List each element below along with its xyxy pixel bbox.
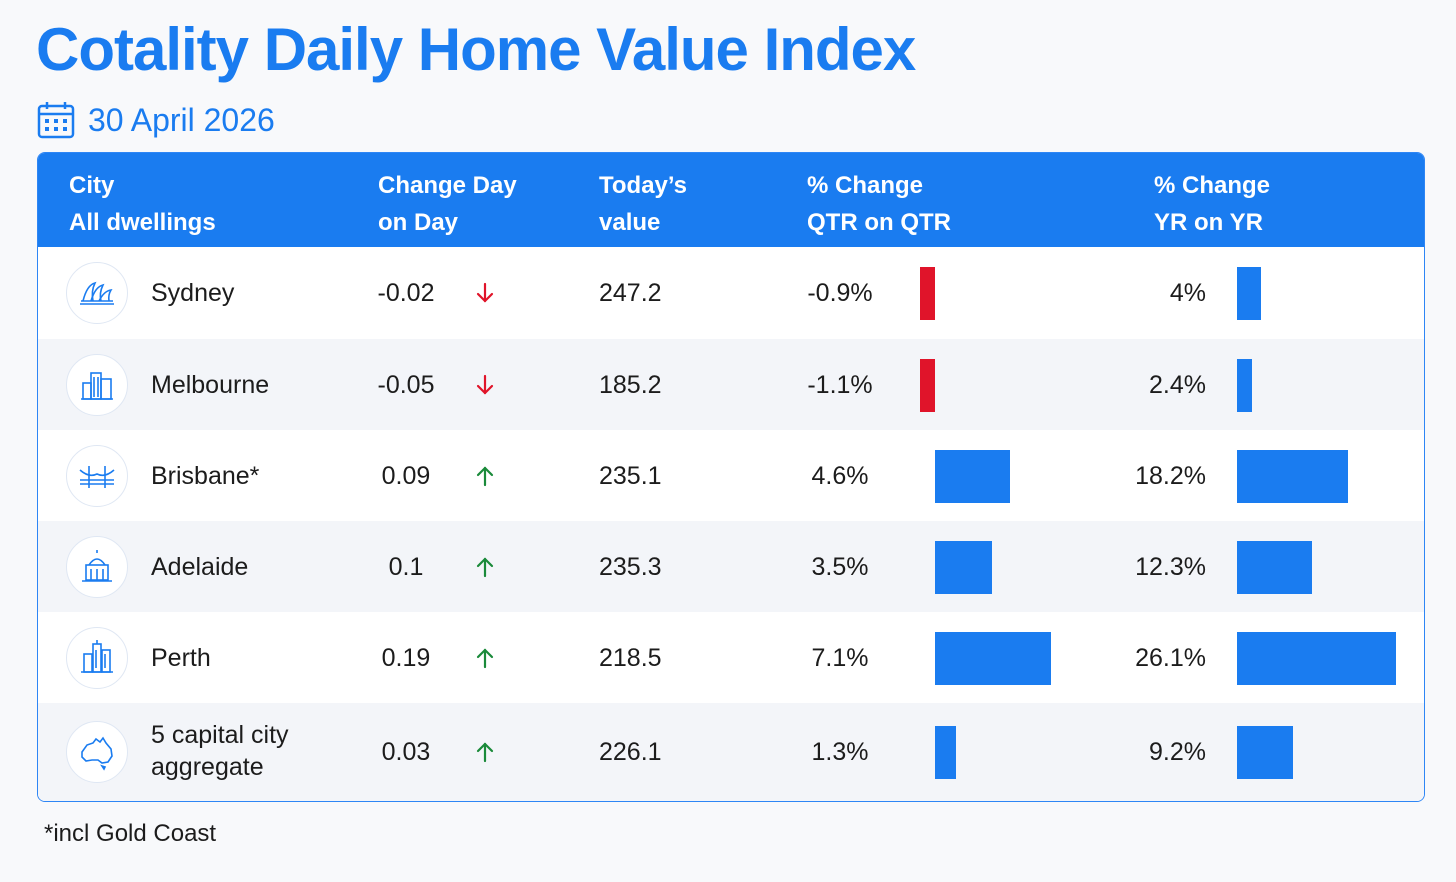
towers-icon xyxy=(81,639,113,673)
header-city: City All dwellings xyxy=(69,167,216,241)
todays-value: 235.3 xyxy=(599,552,662,581)
header-value-line2: value xyxy=(599,209,661,236)
qtr-bar xyxy=(935,449,1010,503)
header-city-line1: City xyxy=(69,172,115,199)
arrow-down-icon xyxy=(473,281,497,305)
header-qtr-line2: QTR on QTR xyxy=(807,209,951,236)
table-row: Brisbane* 0.09 235.1 4.6% 18.2% xyxy=(38,430,1424,521)
arrow-up-icon xyxy=(473,464,497,488)
city-name: Brisbane* xyxy=(151,461,260,490)
pct-change-qtr: 4.6% xyxy=(811,461,869,490)
todays-value: 235.1 xyxy=(599,461,662,490)
todays-value: 226.1 xyxy=(599,738,662,766)
skyline-icon xyxy=(81,371,113,400)
header-dod-line2: on Day xyxy=(378,209,459,236)
pct-change-qtr: 3.5% xyxy=(811,552,869,581)
date-label: 30 April 2026 xyxy=(88,101,275,138)
arrow-up-icon xyxy=(473,555,497,579)
pct-change-qtr: 7.1% xyxy=(811,643,869,672)
table-header: City All dwellings Change Day on Day Tod… xyxy=(38,153,1424,247)
pct-change-qtr: 1.3% xyxy=(811,738,869,766)
city-name: 5 capital city aggregate xyxy=(151,721,289,781)
city-icon-circle xyxy=(66,535,128,598)
index-table: City All dwellings Change Day on Day Tod… xyxy=(37,152,1425,802)
bridge-icon xyxy=(79,465,115,488)
australia-map-icon xyxy=(81,736,113,771)
qtr-bar xyxy=(935,726,956,779)
yr-bar xyxy=(1237,631,1396,685)
header-yr-line2: YR on YR xyxy=(1154,209,1263,236)
city-icon-circle xyxy=(66,626,128,689)
pct-change-yr: 12.3% xyxy=(1135,552,1206,581)
header-qtr: % Change QTR on QTR xyxy=(807,167,951,241)
header-value: Today’s value xyxy=(599,167,687,241)
pct-change-yr: 4% xyxy=(1169,279,1206,307)
qtr-bar xyxy=(920,267,935,320)
change-day-on-day: 0.1 xyxy=(388,552,424,581)
change-day-on-day: -0.05 xyxy=(377,370,435,399)
change-day-on-day: 0.19 xyxy=(381,643,431,672)
city-name: Sydney xyxy=(151,279,235,307)
yr-bar xyxy=(1237,726,1293,779)
table-row: Perth 0.19 218.5 7.1% 26.1% xyxy=(38,612,1424,703)
pct-change-yr: 9.2% xyxy=(1149,738,1206,766)
yr-bar xyxy=(1237,540,1312,594)
city-name: Perth xyxy=(151,643,211,672)
todays-value: 185.2 xyxy=(599,370,662,399)
city-icon-circle xyxy=(66,262,128,324)
header-value-line1: Today’s xyxy=(599,172,688,199)
city-icon-circle xyxy=(66,721,128,783)
table-row: Adelaide 0.1 235.3 3.5% 12.3% xyxy=(38,521,1424,612)
header-qtr-line1: % Change xyxy=(807,172,924,199)
table-row: Melbourne -0.05 185.2 -1.1% 2.4% xyxy=(38,339,1424,430)
dome-building-icon xyxy=(82,549,112,582)
yr-bar xyxy=(1237,267,1261,320)
city-name: Melbourne xyxy=(151,370,270,399)
pct-change-qtr: -1.1% xyxy=(807,370,873,399)
pct-change-qtr: -0.9% xyxy=(807,279,873,307)
pct-change-yr: 2.4% xyxy=(1149,370,1206,399)
change-day-on-day: -0.02 xyxy=(377,279,435,307)
header-city-line2: All dwellings xyxy=(69,209,216,236)
header-dod-line1: Change Day xyxy=(378,172,517,199)
city-name: Adelaide xyxy=(151,552,249,581)
yr-bar xyxy=(1237,358,1252,412)
arrow-down-icon xyxy=(473,373,497,397)
pct-change-yr: 26.1% xyxy=(1135,643,1206,672)
yr-bar xyxy=(1237,449,1348,503)
table-row: 5 capital city aggregate 0.03 226.1 1.3% 9.2… xyxy=(38,703,1424,801)
city-icon-circle xyxy=(66,444,128,507)
city-icon-circle xyxy=(66,353,128,416)
todays-value: 247.2 xyxy=(599,279,662,307)
calendar-icon xyxy=(37,102,75,139)
footnote: *incl Gold Coast xyxy=(44,820,217,847)
opera-house-icon xyxy=(80,281,114,305)
todays-value: 218.5 xyxy=(599,643,662,672)
arrow-up-icon xyxy=(473,646,497,670)
qtr-bar xyxy=(935,631,1051,685)
date-row: 30 April 2026 xyxy=(36,98,275,142)
header-yr-line1: % Change xyxy=(1154,172,1271,199)
page-title: Cotality Daily Home Value Index xyxy=(36,16,916,83)
change-day-on-day: 0.03 xyxy=(381,738,431,766)
arrow-up-icon xyxy=(473,740,497,764)
header-yr: % Change YR on YR xyxy=(1154,167,1270,241)
pct-change-yr: 18.2% xyxy=(1135,461,1206,490)
qtr-bar xyxy=(935,540,992,594)
qtr-bar xyxy=(920,358,935,412)
change-day-on-day: 0.09 xyxy=(381,461,431,490)
table-row: Sydney -0.02 247.2 -0.9% 4% xyxy=(38,247,1424,339)
header-dod: Change Day on Day xyxy=(378,167,517,241)
